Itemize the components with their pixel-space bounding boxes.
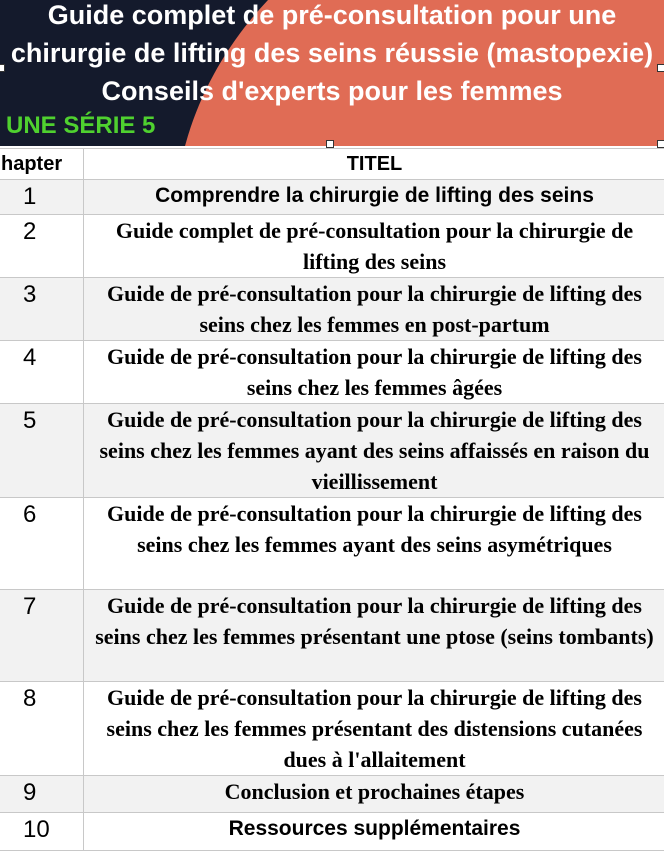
header-title: TITEL: [84, 149, 664, 180]
chapter-title: Guide de pré-consultation pour la chirur…: [84, 682, 664, 776]
chapter-title: Guide de pré-consultation pour la chirur…: [84, 341, 664, 404]
chapter-number: 8: [0, 682, 84, 776]
chapter-title: Guide complet de pré-consultation pour l…: [84, 215, 664, 278]
chapter-number: 5: [0, 404, 84, 498]
chapter-number: 1: [0, 180, 84, 215]
resize-handle[interactable]: [326, 140, 334, 148]
chapter-title: Guide de pré-consultation pour la chirur…: [84, 590, 664, 682]
chapter-number: 3: [0, 278, 84, 341]
chapter-title: Comprendre la chirurgie de lifting des s…: [84, 180, 664, 215]
chapter-number: 6: [0, 498, 84, 590]
chapter-title: Ressources supplémentaires: [84, 813, 664, 851]
chapter-number: 10: [0, 813, 84, 851]
resize-handle[interactable]: [0, 64, 5, 72]
chapter-title: Conclusion et prochaines étapes: [84, 776, 664, 813]
chapter-title: Guide de pré-consultation pour la chirur…: [84, 278, 664, 341]
resize-handle[interactable]: [657, 64, 664, 72]
cover-image[interactable]: Guide complet de pré-consultation pour u…: [0, 0, 664, 146]
series-label: UNE SÉRIE 5: [6, 112, 155, 140]
chapter-number: 7: [0, 590, 84, 682]
chapter-title: Guide de pré-consultation pour la chirur…: [84, 404, 664, 498]
chapter-number: 9: [0, 776, 84, 813]
header-chapter: hapter: [0, 149, 84, 180]
chapter-number: 2: [0, 215, 84, 278]
chapter-title: Guide de pré-consultation pour la chirur…: [84, 498, 664, 590]
resize-handle[interactable]: [657, 140, 664, 148]
chapter-number: 4: [0, 341, 84, 404]
cover-title: Guide complet de pré-consultation pour u…: [0, 0, 664, 110]
